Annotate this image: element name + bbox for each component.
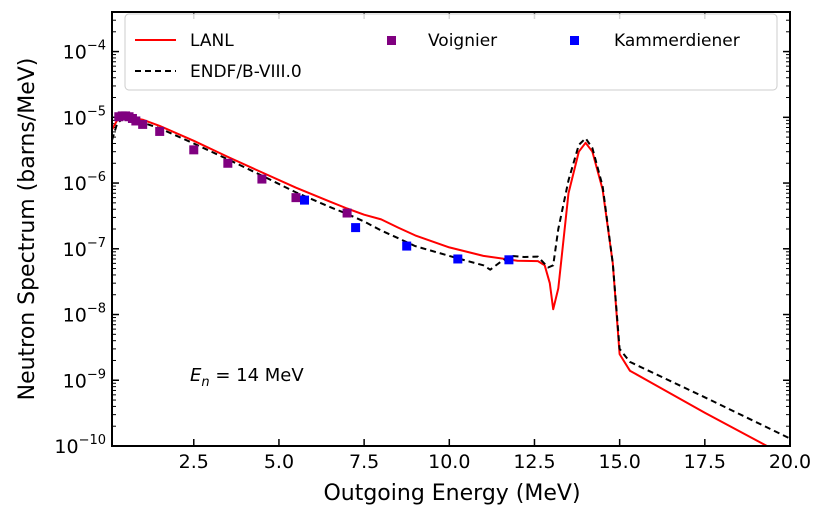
point-voignier	[342, 208, 352, 218]
legend-label-endf: ENDF/B-VIII.0	[190, 62, 302, 82]
point-voignier	[257, 174, 267, 184]
point-voignier	[189, 145, 199, 155]
point-kammerdiener	[351, 223, 361, 233]
series-line-endf-b-viii-0	[112, 117, 790, 440]
point-voignier	[155, 126, 165, 136]
y-axis-title: Neutron Spectrum (barns/MeV)	[15, 58, 40, 401]
x-tick-label: 2.5	[179, 451, 209, 473]
x-tick-label: 17.5	[684, 451, 726, 473]
x-tick-label: 20.0	[769, 451, 811, 473]
energy-annotation: En = 14 MeV	[190, 365, 304, 390]
y-tick-label: 10−9	[63, 367, 106, 392]
point-voignier	[291, 193, 301, 203]
legend-label-kammerdiener: Kammerdiener	[614, 31, 740, 51]
plot-frame	[111, 11, 791, 447]
point-kammerdiener	[504, 255, 514, 265]
x-tick-label: 15.0	[598, 451, 640, 473]
point-voignier	[223, 158, 233, 168]
x-axis-title: Outgoing Energy (MeV)	[323, 481, 580, 506]
point-kammerdiener	[402, 241, 412, 251]
series-lines	[112, 116, 790, 446]
point-voignier	[138, 119, 148, 129]
axis-ticks: 2.5 5.0 7.5 10.0 12.5 15.0 17.5 20.0 10−10 10−9 10…	[54, 11, 811, 473]
point-kammerdiener	[299, 195, 309, 205]
legend-box	[124, 13, 778, 91]
y-tick-label: 10−7	[63, 236, 106, 261]
series-points	[114, 111, 514, 265]
x-tick-label: 5.0	[264, 451, 294, 473]
y-tick-label: 10−5	[63, 104, 106, 129]
legend-label-lanl: LANL	[190, 31, 234, 51]
legend-label-voignier: Voignier	[428, 31, 497, 51]
legend-swatch-kammerdiener	[570, 36, 579, 45]
legend: LANL ENDF/B-VIII.0 Voignier Kammerdiener	[124, 13, 778, 91]
x-tick-label: 10.0	[428, 451, 470, 473]
series-line-lanl	[112, 116, 770, 446]
legend-swatch-voignier	[387, 36, 396, 45]
y-tick-label: 10−6	[63, 170, 106, 195]
y-tick-label: 10−4	[63, 39, 106, 64]
point-voignier	[131, 116, 141, 126]
annotation-subscript: n	[201, 375, 209, 390]
x-tick-label: 7.5	[349, 451, 379, 473]
y-tick-label: 10−10	[54, 433, 106, 458]
annotation-text: = 14 MeV	[210, 365, 305, 386]
annotation-symbol: E	[190, 365, 202, 386]
x-tick-label: 12.5	[513, 451, 555, 473]
point-kammerdiener	[453, 254, 463, 264]
y-tick-label: 10−8	[63, 302, 106, 327]
